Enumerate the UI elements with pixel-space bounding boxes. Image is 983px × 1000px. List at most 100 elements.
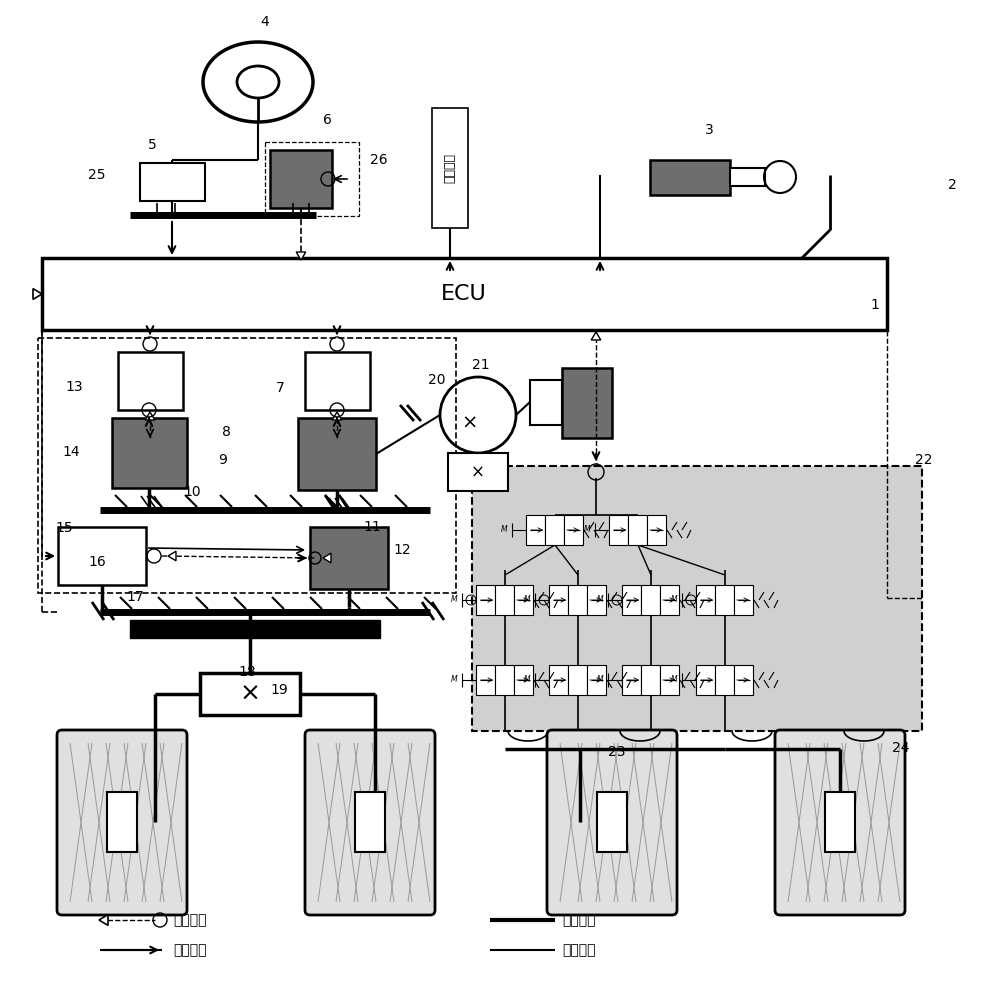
- Bar: [432, 108, 468, 228]
- Text: 7: 7: [276, 381, 285, 395]
- Bar: [650, 160, 730, 195]
- Bar: [298, 418, 376, 490]
- Text: 10: 10: [183, 485, 201, 499]
- Bar: [42, 258, 887, 330]
- Polygon shape: [168, 551, 176, 561]
- Polygon shape: [323, 553, 331, 563]
- Bar: [514, 585, 533, 615]
- Text: 12: 12: [393, 543, 411, 557]
- Bar: [597, 792, 627, 852]
- Bar: [622, 585, 641, 615]
- Polygon shape: [33, 289, 42, 299]
- Text: 19: 19: [270, 683, 288, 697]
- Bar: [696, 665, 715, 695]
- FancyBboxPatch shape: [57, 730, 187, 915]
- Bar: [549, 585, 568, 615]
- Text: 23: 23: [608, 745, 625, 759]
- Bar: [107, 792, 137, 852]
- Text: 17: 17: [126, 590, 144, 604]
- Text: 1: 1: [870, 298, 879, 312]
- Text: 20: 20: [428, 373, 445, 387]
- Text: 6: 6: [323, 113, 332, 127]
- Text: 反馈信号: 反馈信号: [173, 913, 206, 927]
- Bar: [526, 515, 545, 545]
- Text: M: M: [524, 595, 530, 604]
- Bar: [305, 352, 370, 410]
- Bar: [628, 515, 647, 545]
- Bar: [609, 515, 628, 545]
- Bar: [587, 665, 606, 695]
- Text: 4: 4: [260, 15, 268, 29]
- Bar: [696, 585, 715, 615]
- Bar: [660, 665, 679, 695]
- Text: 2: 2: [948, 178, 956, 192]
- Text: M: M: [670, 595, 677, 604]
- Text: ×: ×: [462, 414, 478, 432]
- Text: 14: 14: [62, 445, 80, 459]
- Text: M: M: [450, 595, 457, 604]
- Bar: [140, 163, 205, 201]
- Text: M: M: [450, 676, 457, 684]
- Bar: [265, 142, 359, 216]
- Bar: [472, 466, 922, 731]
- Text: 25: 25: [88, 168, 105, 182]
- Bar: [715, 585, 734, 615]
- Bar: [734, 665, 753, 695]
- Text: ECU: ECU: [441, 284, 487, 304]
- Text: 5: 5: [148, 138, 156, 152]
- Text: 22: 22: [915, 453, 933, 467]
- Text: 控制信号: 控制信号: [173, 943, 206, 957]
- Bar: [715, 665, 734, 695]
- Bar: [270, 150, 332, 208]
- Text: M: M: [597, 676, 604, 684]
- Bar: [660, 585, 679, 615]
- Bar: [130, 620, 380, 638]
- Text: 车速信号: 车速信号: [443, 153, 456, 183]
- Text: 16: 16: [88, 555, 106, 569]
- FancyBboxPatch shape: [775, 730, 905, 915]
- Text: 15: 15: [55, 521, 73, 535]
- Text: 13: 13: [65, 380, 83, 394]
- Polygon shape: [145, 412, 154, 420]
- Bar: [641, 585, 660, 615]
- Bar: [568, 665, 587, 695]
- Bar: [476, 665, 495, 695]
- Ellipse shape: [237, 66, 279, 98]
- Bar: [200, 673, 300, 715]
- Text: 9: 9: [218, 453, 227, 467]
- Bar: [514, 665, 533, 695]
- Text: 液压油路: 液压油路: [562, 943, 596, 957]
- Bar: [568, 585, 587, 615]
- FancyBboxPatch shape: [305, 730, 435, 915]
- Text: ×: ×: [240, 682, 260, 706]
- Text: 18: 18: [238, 665, 256, 679]
- Polygon shape: [591, 332, 601, 340]
- Bar: [355, 792, 385, 852]
- Polygon shape: [296, 252, 306, 260]
- Text: 3: 3: [705, 123, 714, 137]
- Text: M: M: [584, 526, 591, 534]
- Bar: [549, 665, 568, 695]
- Bar: [495, 665, 514, 695]
- Text: M: M: [524, 676, 530, 684]
- Bar: [562, 368, 612, 438]
- Text: 机械结构: 机械结构: [562, 913, 596, 927]
- Text: 26: 26: [370, 153, 387, 167]
- Bar: [545, 515, 564, 545]
- Bar: [310, 527, 388, 589]
- Bar: [647, 515, 666, 545]
- Bar: [530, 380, 562, 425]
- FancyBboxPatch shape: [547, 730, 677, 915]
- Text: M: M: [500, 526, 507, 534]
- Bar: [564, 515, 583, 545]
- Bar: [118, 352, 183, 410]
- Polygon shape: [99, 915, 108, 925]
- Bar: [448, 453, 508, 491]
- Bar: [587, 585, 606, 615]
- Bar: [622, 665, 641, 695]
- Bar: [730, 168, 765, 186]
- Bar: [641, 665, 660, 695]
- Text: 21: 21: [472, 358, 490, 372]
- Text: 11: 11: [363, 520, 380, 534]
- Text: 24: 24: [892, 741, 909, 755]
